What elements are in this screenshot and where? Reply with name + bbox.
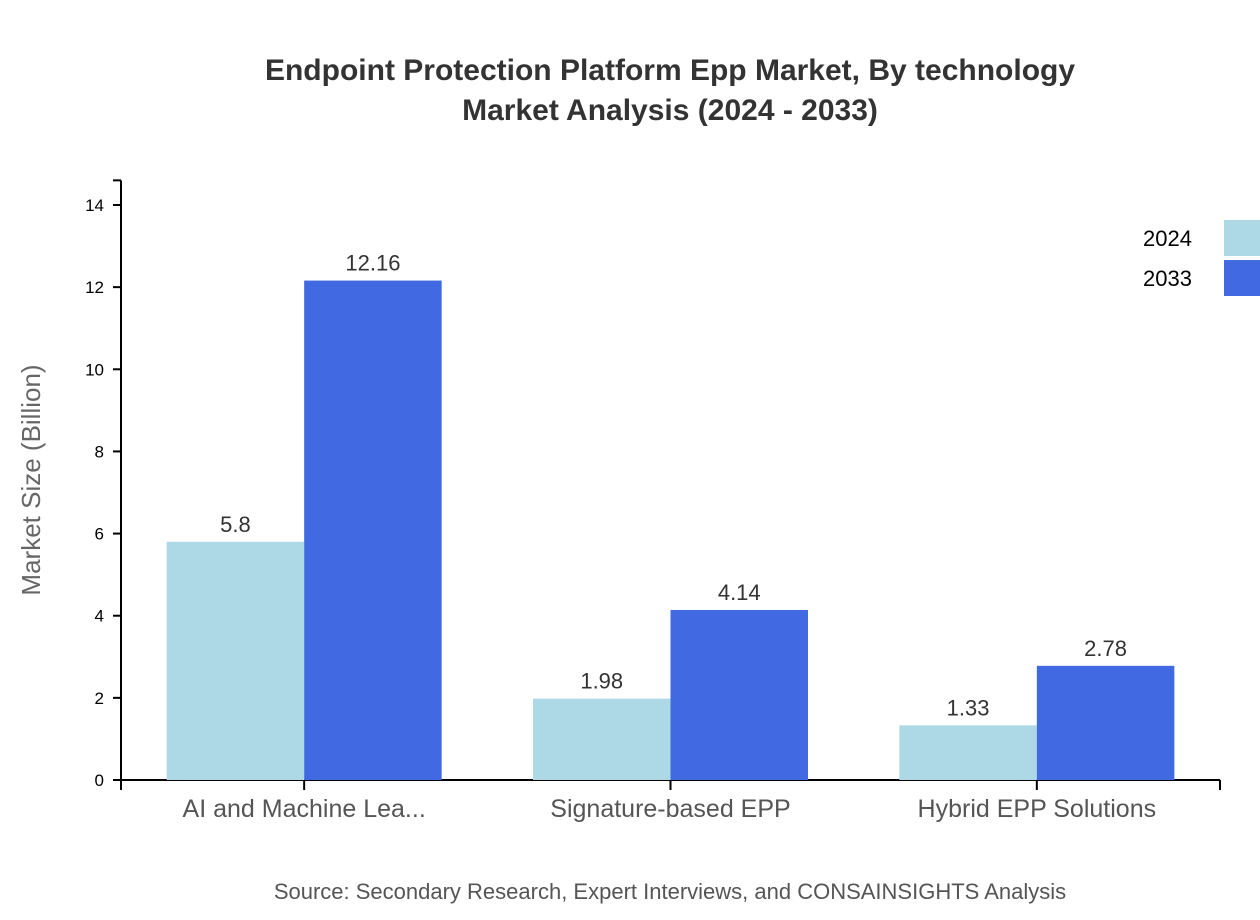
bar-2033 <box>1036 665 1175 780</box>
bar-2024 <box>899 725 1037 780</box>
legend-label: 2024 <box>1143 226 1192 251</box>
legend-swatch-2024 <box>1224 220 1260 256</box>
x-tick-label: Signature-based EPP <box>550 795 790 823</box>
y-tick-label: 14 <box>85 196 104 215</box>
x-axis: AI and Machine Lea... Signature-based EPP… <box>120 779 1221 823</box>
source-note: Source: Secondary Research, Expert Inter… <box>274 879 1066 904</box>
legend: 2024 2033 <box>1143 220 1260 296</box>
data-label: 4.14 <box>718 580 761 605</box>
data-label: 2.78 <box>1084 636 1127 661</box>
y-tick-label: 8 <box>95 442 104 461</box>
y-tick-label: 6 <box>95 525 104 544</box>
y-tick-label: 10 <box>85 360 104 379</box>
bar-2033 <box>670 609 808 780</box>
chart-title-line-2: Market Analysis (2024 - 2033) <box>462 94 878 127</box>
y-tick-label: 12 <box>85 278 104 297</box>
bar-2033 <box>304 280 442 780</box>
legend-swatch-2033 <box>1224 260 1260 296</box>
bars: 5.8 12.16 1.98 4.14 1.33 2.78 <box>166 251 1175 780</box>
chart-title-line-1: Endpoint Protection Platform Epp Market,… <box>265 54 1075 87</box>
y-tick-label: 2 <box>95 689 104 708</box>
y-axis: 0 2 4 6 8 10 12 14 <box>85 179 122 790</box>
bar-2024 <box>533 698 671 780</box>
data-label: 1.98 <box>580 669 623 694</box>
y-tick-label: 4 <box>95 607 104 626</box>
legend-label: 2033 <box>1143 266 1192 291</box>
bar-2024 <box>166 541 305 780</box>
y-axis-label: Market Size (Billion) <box>16 364 46 595</box>
data-label: 12.16 <box>345 251 400 276</box>
x-tick-label: Hybrid EPP Solutions <box>918 795 1157 823</box>
x-tick-label: AI and Machine Lea... <box>183 795 426 823</box>
data-label: 1.33 <box>947 695 990 720</box>
y-tick-label: 0 <box>95 771 104 790</box>
data-label: 5.8 <box>220 512 251 537</box>
